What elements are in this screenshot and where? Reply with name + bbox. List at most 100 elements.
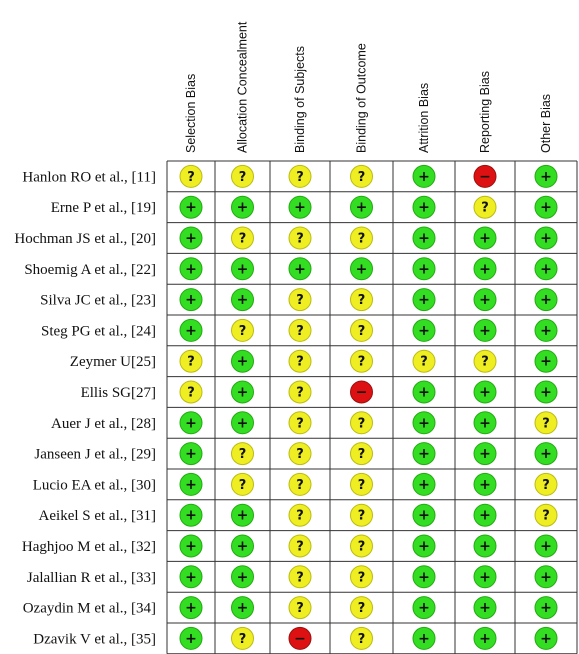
rating-mark-low: + [412,565,436,589]
rating-symbol: ? [358,324,366,339]
rating-symbol: ? [296,601,304,616]
rating-circle [473,411,497,435]
rating-marks: ???? + − + + + + + +? + +??? + + + + + + + + + + + +?? + + + +??? +… [179,164,558,650]
rating-symbol: + [418,385,430,401]
rating-circle [350,596,373,620]
rating-circle [412,534,436,558]
rating-symbol: + [540,292,552,308]
rating-circle [231,380,254,404]
rating-symbol: ? [358,416,366,431]
rating-mark-low: + [412,442,436,466]
rating-circle [288,472,312,496]
rating-symbol: + [479,385,491,401]
rating-circle [534,318,558,342]
rating-symbol: ? [296,478,304,493]
rating-circle [534,503,558,527]
rating-mark-low: + [412,164,436,188]
rating-mark-low: + [473,442,497,466]
rating-circle [179,596,203,620]
rating-circle [288,164,312,188]
rating-symbol: + [540,539,552,555]
row-label: Ozaydin M et al., [34] [23,601,156,617]
rating-symbol: + [479,477,491,493]
rating-mark-low: + [288,257,312,281]
rating-circle [412,257,436,281]
rating-circle [473,503,497,527]
rating-symbol: ? [296,355,304,370]
rating-symbol: ? [296,509,304,524]
rating-symbol: + [479,446,491,462]
rating-symbol: ? [239,447,247,462]
rating-symbol: + [540,261,552,277]
rating-circle [231,195,254,219]
row-label: Haghjoo M et al., [32] [22,539,156,555]
rating-circle [288,318,312,342]
rating-symbol: ? [296,170,304,185]
rating-mark-unclear: ? [534,472,558,496]
rating-symbol: + [185,261,197,277]
rating-symbol: + [418,323,430,339]
rating-mark-low: + [179,503,203,527]
rating-mark-low: + [412,257,436,281]
rating-circle [412,164,436,188]
rating-symbol: + [294,200,306,216]
column-header: Attrition Bias [417,83,431,153]
rating-circle [412,380,436,404]
rating-mark-unclear: ? [534,503,558,527]
rating-symbol: + [479,292,491,308]
rating-symbol: ? [358,509,366,524]
rating-circle [412,349,436,373]
rating-mark-low: + [179,626,203,650]
rating-circle [534,534,558,558]
rating-mark-unclear: ? [288,380,312,404]
rating-mark-low: + [412,226,436,250]
rating-mark-unclear: ? [350,226,373,250]
rating-mark-low: + [179,565,203,589]
rating-mark-low: + [534,565,558,589]
rating-circle [288,411,312,435]
rating-mark-low: + [534,257,558,281]
rating-circle [350,411,373,435]
rating-mark-low: + [179,288,203,312]
rating-mark-unclear: ? [231,164,254,188]
rating-mark-low: + [350,195,373,219]
rating-mark-unclear: ? [350,596,373,620]
rating-symbol: + [185,631,197,647]
rating-symbol: + [540,354,552,370]
rating-circle [350,565,373,589]
rating-mark-low: + [179,596,203,620]
rating-circle [350,349,373,373]
rating-mark-low: + [534,349,558,373]
rating-circle [534,442,558,466]
rating-mark-unclear: ? [288,472,312,496]
rating-circle [350,503,373,527]
rating-mark-low: + [473,534,497,558]
rating-symbol: + [418,261,430,277]
rating-symbol: + [479,539,491,555]
rating-mark-unclear: ? [350,503,373,527]
rating-mark-unclear: ? [350,565,373,589]
rating-circle [350,442,373,466]
rating-mark-low: + [179,472,203,496]
rating-symbol: + [479,569,491,585]
rating-symbol: − [479,169,491,185]
rating-mark-low: + [534,318,558,342]
rating-symbol: ? [239,478,247,493]
rating-symbol: + [237,600,249,616]
rating-symbol: ? [187,170,195,185]
rating-circle [350,257,373,281]
rating-mark-low: + [473,472,497,496]
rating-symbol: + [237,354,249,370]
rating-mark-unclear: ? [231,318,254,342]
rating-symbol: + [418,292,430,308]
rating-circle [231,257,254,281]
rating-mark-low: + [412,288,436,312]
rating-symbol: + [540,631,552,647]
rating-circle [179,349,203,373]
rating-symbol: ? [420,355,428,370]
rating-symbol: ? [542,509,550,524]
rating-mark-unclear: ? [350,349,373,373]
rating-circle [473,318,497,342]
rating-mark-unclear: ? [473,349,497,373]
